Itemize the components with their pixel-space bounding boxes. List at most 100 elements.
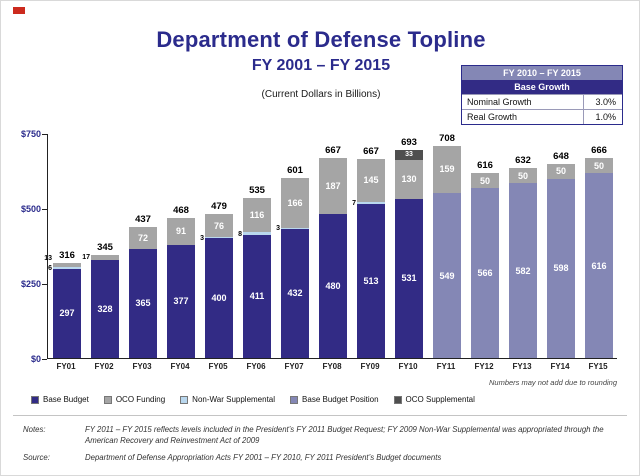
legend-swatch bbox=[31, 395, 39, 404]
x-axis-label: FY02 bbox=[94, 362, 114, 371]
x-axis-label: FY07 bbox=[284, 362, 304, 371]
legend-item-base-budget-position: Base Budget Position bbox=[290, 395, 379, 404]
y-axis-label: $750 bbox=[20, 129, 41, 139]
chart-legend: Base Budget OCO Funding Non-War Supplement… bbox=[31, 395, 621, 404]
x-axis-label: FY04 bbox=[170, 362, 190, 371]
growth-table-header: FY 2010 – FY 2015 bbox=[462, 66, 622, 80]
bar-fy13: 582 50 632 bbox=[504, 133, 542, 358]
x-axis-label: FY05 bbox=[208, 362, 228, 371]
bar-fy05: 400 3 76 479 bbox=[200, 133, 238, 358]
bar-segment-base-budget: 400 bbox=[205, 238, 233, 358]
bar-total-label: 601 bbox=[287, 164, 303, 176]
page-title: Department of Defense Topline bbox=[156, 27, 486, 52]
notes-block: Notes: FY 2011 – FY 2015 reflects levels… bbox=[23, 425, 623, 446]
bar-segment-oco-funding bbox=[91, 254, 119, 260]
x-axis-label: FY01 bbox=[56, 362, 76, 371]
bar-segment-base-budget-position: 598 bbox=[547, 178, 575, 358]
growth-table-subheader: Base Growth bbox=[462, 80, 622, 94]
bar-total-label: 708 bbox=[439, 132, 455, 144]
bar-segment-oco-funding bbox=[53, 263, 81, 268]
bar-segment-oco-funding: 187 bbox=[319, 157, 347, 214]
y-axis-label: $250 bbox=[20, 279, 41, 289]
small-segment-label: 17 bbox=[82, 254, 90, 262]
bar-segment-oco-funding: 130 bbox=[395, 159, 423, 199]
bar-chart-plot-area: 297 6 13 316 328 17 345 365 72 437 377 91 468 400 3 76 4… bbox=[44, 133, 617, 359]
bar-segment-base-budget: 411 bbox=[243, 234, 271, 358]
x-axis-label: FY11 bbox=[436, 362, 456, 371]
page-subtitle: FY 2001 – FY 2015 bbox=[251, 57, 391, 74]
notes-label: Notes: bbox=[23, 425, 46, 434]
small-segment-label: 3 bbox=[276, 224, 280, 232]
bar-total-label: 693 bbox=[401, 136, 417, 148]
y-axis-label: $0 bbox=[30, 354, 41, 364]
x-axis-label: FY06 bbox=[246, 362, 266, 371]
source-label: Source: bbox=[23, 453, 50, 462]
bar-total-label: 535 bbox=[249, 184, 265, 196]
x-axis-label: FY13 bbox=[512, 362, 532, 371]
small-segment-label: 6 bbox=[48, 265, 52, 272]
bar-total-label: 632 bbox=[515, 155, 531, 167]
legend-item-base-budget: Base Budget bbox=[31, 395, 89, 404]
bar-segment-oco-funding: 145 bbox=[357, 158, 385, 202]
notes-divider bbox=[13, 415, 627, 416]
x-axis-label: FY15 bbox=[588, 362, 608, 371]
bar-fy09: 513 7 145 667 bbox=[352, 133, 390, 358]
bar-segment-non-war-supplemental bbox=[281, 227, 309, 229]
bar-fy08: 480 187 667 bbox=[314, 133, 352, 358]
growth-row-label: Nominal Growth bbox=[462, 95, 584, 109]
x-axis-label: FY12 bbox=[474, 362, 494, 371]
bar-fy10: 531 130 33 693 bbox=[390, 133, 428, 358]
growth-table-row-real: Real Growth 1.0% bbox=[462, 109, 622, 124]
legend-label: OCO Supplemental bbox=[405, 395, 475, 404]
bar-fy06: 411 8 116 535 bbox=[238, 133, 276, 358]
legend-item-oco-funding: OCO Funding bbox=[103, 395, 166, 404]
growth-row-label: Real Growth bbox=[462, 110, 584, 124]
x-axis-label: FY08 bbox=[322, 362, 342, 371]
bar-segment-base-budget: 377 bbox=[167, 244, 195, 358]
source-block: Source: Department of Defense Appropriat… bbox=[23, 453, 623, 464]
bar-segment-oco-funding: 91 bbox=[167, 217, 195, 245]
y-axis-tick bbox=[42, 284, 47, 285]
bar-segment-non-war-supplemental bbox=[53, 267, 81, 269]
bar-segment-base-budget-position: 549 bbox=[433, 193, 461, 358]
bar-segment-non-war-supplemental bbox=[205, 237, 233, 238]
small-segment-label: 3 bbox=[200, 234, 204, 242]
bar-segment-oco-funding: 50 bbox=[585, 158, 613, 174]
bar-total-label: 667 bbox=[325, 144, 341, 156]
source-text: Department of Defense Appropriation Acts… bbox=[85, 453, 442, 462]
bar-fy01: 297 6 13 316 bbox=[44, 133, 86, 358]
page-caption: (Current Dollars in Billions) bbox=[261, 89, 381, 100]
legend-label: OCO Funding bbox=[115, 395, 166, 404]
bar-segment-oco-supplemental: 33 bbox=[395, 149, 423, 160]
rounding-footnote: Numbers may not add due to rounding bbox=[489, 378, 617, 387]
y-axis-label: $500 bbox=[20, 204, 41, 214]
bar-segment-base-budget-position: 616 bbox=[585, 173, 613, 358]
legend-label: Non-War Supplemental bbox=[192, 395, 276, 404]
y-axis-tick bbox=[42, 209, 47, 210]
bar-fy11: 549 159 708 bbox=[428, 133, 466, 358]
legend-label: Base Budget Position bbox=[302, 395, 379, 404]
bar-total-label: 468 bbox=[173, 204, 189, 216]
bar-segment-oco-funding: 50 bbox=[471, 173, 499, 189]
bar-segment-oco-funding: 50 bbox=[509, 168, 537, 184]
x-axis-label: FY14 bbox=[550, 362, 570, 371]
bar-fy03: 365 72 437 bbox=[124, 133, 162, 358]
bar-fy14: 598 50 648 bbox=[542, 133, 580, 358]
x-axis-label: FY03 bbox=[132, 362, 152, 371]
x-axis-label: FY10 bbox=[398, 362, 418, 371]
bar-total-label: 345 bbox=[97, 241, 113, 253]
bar-segment-base-budget: 297 bbox=[53, 268, 81, 358]
bar-segment-non-war-supplemental bbox=[243, 232, 271, 235]
bar-segment-oco-funding: 159 bbox=[433, 145, 461, 194]
small-segment-label: 7 bbox=[352, 200, 356, 208]
bar-total-label: 479 bbox=[211, 201, 227, 213]
legend-item-oco-supplemental: OCO Supplemental bbox=[393, 395, 475, 404]
bar-total-label: 437 bbox=[135, 213, 151, 225]
bar-segment-base-budget-position: 566 bbox=[471, 188, 499, 358]
bar-segment-oco-funding: 76 bbox=[205, 214, 233, 238]
bar-segment-base-budget: 513 bbox=[357, 204, 385, 358]
bar-segment-oco-funding: 50 bbox=[547, 163, 575, 179]
x-axis: FY01 FY02 FY03 FY04 FY05 FY06 FY07 FY08 FY09 FY10… bbox=[47, 362, 617, 374]
x-axis-label: FY09 bbox=[360, 362, 380, 371]
